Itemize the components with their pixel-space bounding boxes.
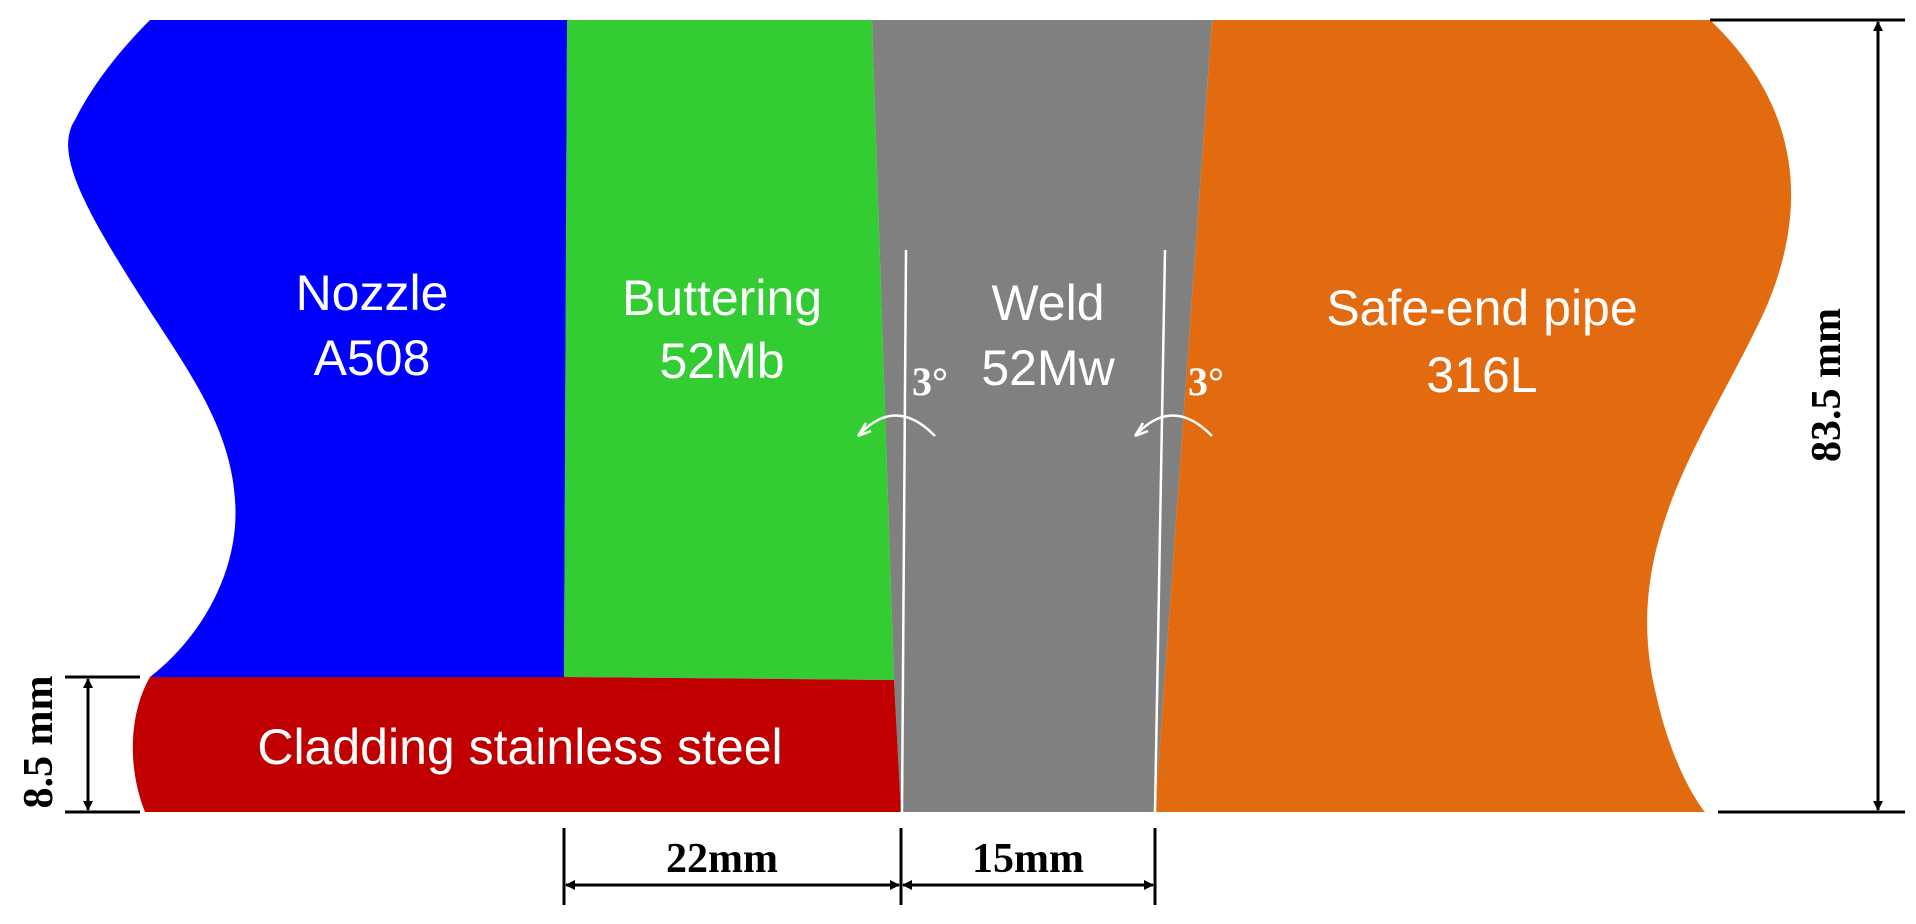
safe-end-pipe-region [1155,20,1792,812]
safe-end-material: 316L [1426,347,1537,403]
buttering-material: 52Mb [659,333,784,389]
right-angle-arrow-left [1133,422,1149,438]
weld-label: Weld [991,275,1104,331]
total-thickness-label: 83.5 mm [1804,308,1850,462]
buttering-width-label: 22mm [666,836,778,882]
nozzle-label: Nozzle [296,265,449,321]
right-angle-label: 3° [1188,359,1224,404]
safe-end-label: Safe-end pipe [1326,280,1637,336]
left-angle-arc [857,414,936,437]
weld-width-label: 15mm [972,836,1084,882]
left-angle-arrow-left [856,422,872,438]
right-angle-arc [1134,414,1213,437]
nozzle-region [68,20,568,677]
cladding-thickness-label: 8.5 mm [16,676,62,809]
cladding-region [132,677,901,812]
left-reference-line [900,249,908,813]
right-reference-line [1153,249,1167,813]
left-angle-label: 3° [912,359,948,404]
buttering-region [564,20,894,680]
cladding-label: Cladding stainless steel [257,719,782,775]
buttering-label: Buttering [622,270,822,326]
nozzle-material: A508 [314,330,431,386]
weld-region [872,20,1212,812]
weld-material: 52Mw [981,340,1115,396]
